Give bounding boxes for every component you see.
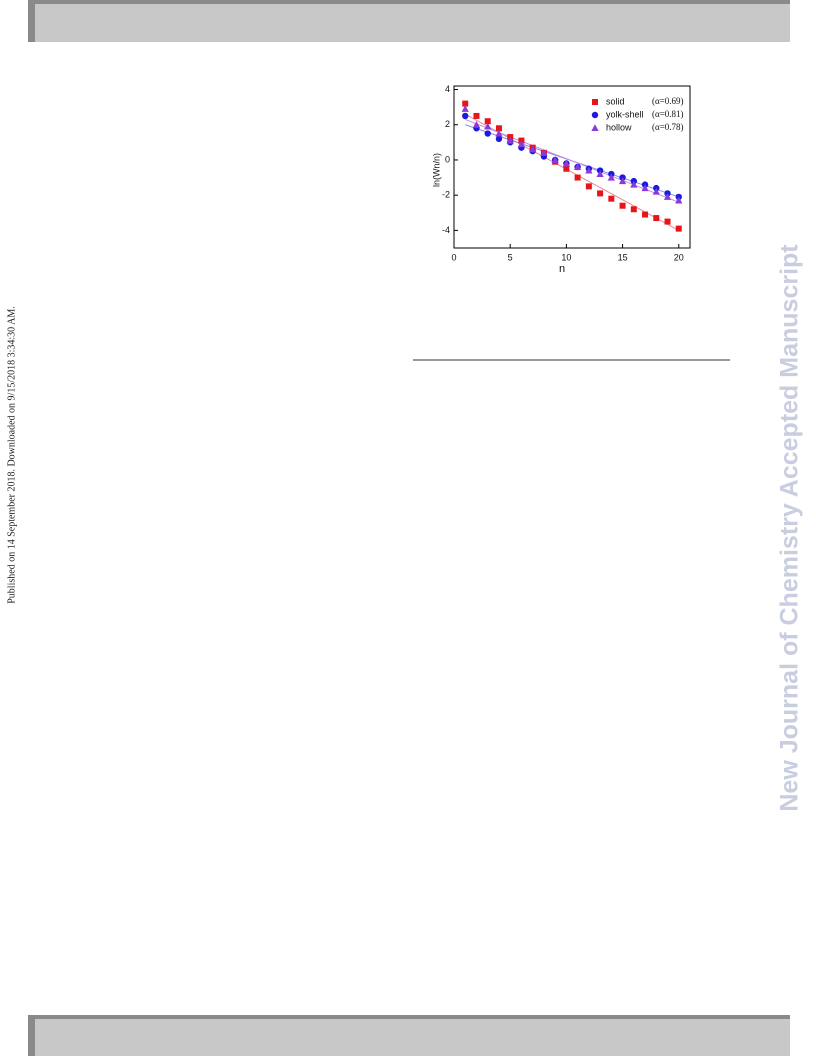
marker (462, 112, 469, 120)
marker (473, 112, 480, 119)
plot-frame (453, 85, 691, 249)
marker (597, 190, 604, 197)
marker (585, 166, 593, 174)
marker (563, 165, 570, 172)
rule (413, 359, 730, 361)
legend-note: (α=0.81) (652, 109, 684, 119)
marker (529, 145, 537, 153)
marker (619, 202, 626, 209)
legend-label: solid (606, 96, 625, 106)
marker (630, 180, 638, 188)
marker (585, 183, 592, 190)
legend-note: (α=0.69) (652, 96, 684, 106)
legend-note: (α=0.78) (652, 122, 684, 132)
y-tick-label: 0 (445, 154, 450, 164)
marker (608, 195, 615, 202)
x-tick-label: 20 (674, 252, 684, 262)
x-tick-label: 15 (618, 252, 628, 262)
marker (551, 156, 559, 163)
marker (495, 125, 502, 132)
x-axis-label: n (559, 263, 565, 275)
marker (574, 174, 581, 181)
legend-marker (591, 124, 599, 131)
header-bar (28, 0, 790, 42)
legend-label: hollow (606, 122, 632, 132)
marker (506, 136, 514, 144)
marker (495, 129, 503, 137)
marker (484, 130, 491, 137)
marker (675, 225, 682, 232)
x-tick-label: 0 (451, 252, 456, 262)
marker (484, 118, 491, 125)
y-tick-label: 4 (445, 84, 450, 94)
marker (574, 163, 582, 170)
marker (653, 215, 660, 222)
sidebar-note: Published on 14 September 2018. Download… (6, 306, 18, 604)
marker (596, 170, 604, 178)
marker (675, 196, 683, 204)
marker (462, 100, 469, 107)
legend-marker (592, 99, 598, 105)
marker (517, 140, 526, 148)
marker (642, 211, 649, 218)
marker (540, 149, 548, 156)
marker (461, 105, 469, 112)
marker (607, 173, 615, 181)
footer-bar (28, 1015, 790, 1056)
watermark: New Journal of Chemistry Accepted Manusc… (775, 244, 804, 812)
legend-marker (591, 111, 599, 119)
y-axis-label: ln(Wn/n) (431, 153, 441, 187)
marker (495, 135, 503, 143)
marker (472, 120, 481, 128)
marker (664, 218, 671, 225)
marker (618, 177, 627, 185)
y-tick-label: -2 (442, 190, 450, 200)
y-tick-label: -4 (442, 225, 450, 235)
y-tick-label: 2 (445, 119, 450, 129)
x-tick-label: 5 (508, 252, 513, 262)
marker (641, 184, 649, 192)
marker (663, 193, 672, 200)
marker (630, 206, 637, 213)
legend-label: yolk-shell (606, 109, 644, 119)
marker (562, 159, 570, 167)
marker (652, 187, 660, 195)
chart: ln(Wn/n) n -4 -2 0 2 4 0 5 10 15 20 solid (α=0.69) y… (431, 84, 691, 275)
marker (484, 122, 492, 130)
x-tick-label: 10 (561, 252, 571, 262)
